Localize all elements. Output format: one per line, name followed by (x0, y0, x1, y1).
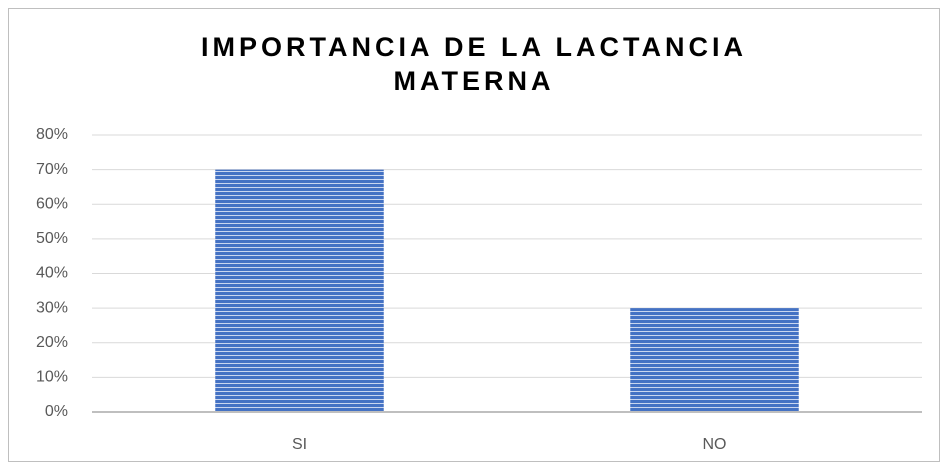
y-tick-label: 10% (36, 369, 68, 386)
x-tick-label: SI (292, 436, 307, 453)
chart-title: IMPORTANCIA DE LA LACTANCIA MATERNA (201, 32, 747, 96)
y-tick-label: 80% (36, 126, 68, 143)
y-tick-label: 60% (36, 195, 68, 212)
y-tick-label: 0% (45, 403, 68, 420)
y-tick-label: 20% (36, 334, 68, 351)
y-tick-label: 70% (36, 161, 68, 178)
bar (630, 308, 799, 412)
bar (215, 169, 384, 412)
y-tick-label: 30% (36, 299, 68, 316)
y-tick-label: 40% (36, 265, 68, 282)
x-tick-label: NO (703, 436, 727, 453)
y-tick-label: 50% (36, 230, 68, 247)
